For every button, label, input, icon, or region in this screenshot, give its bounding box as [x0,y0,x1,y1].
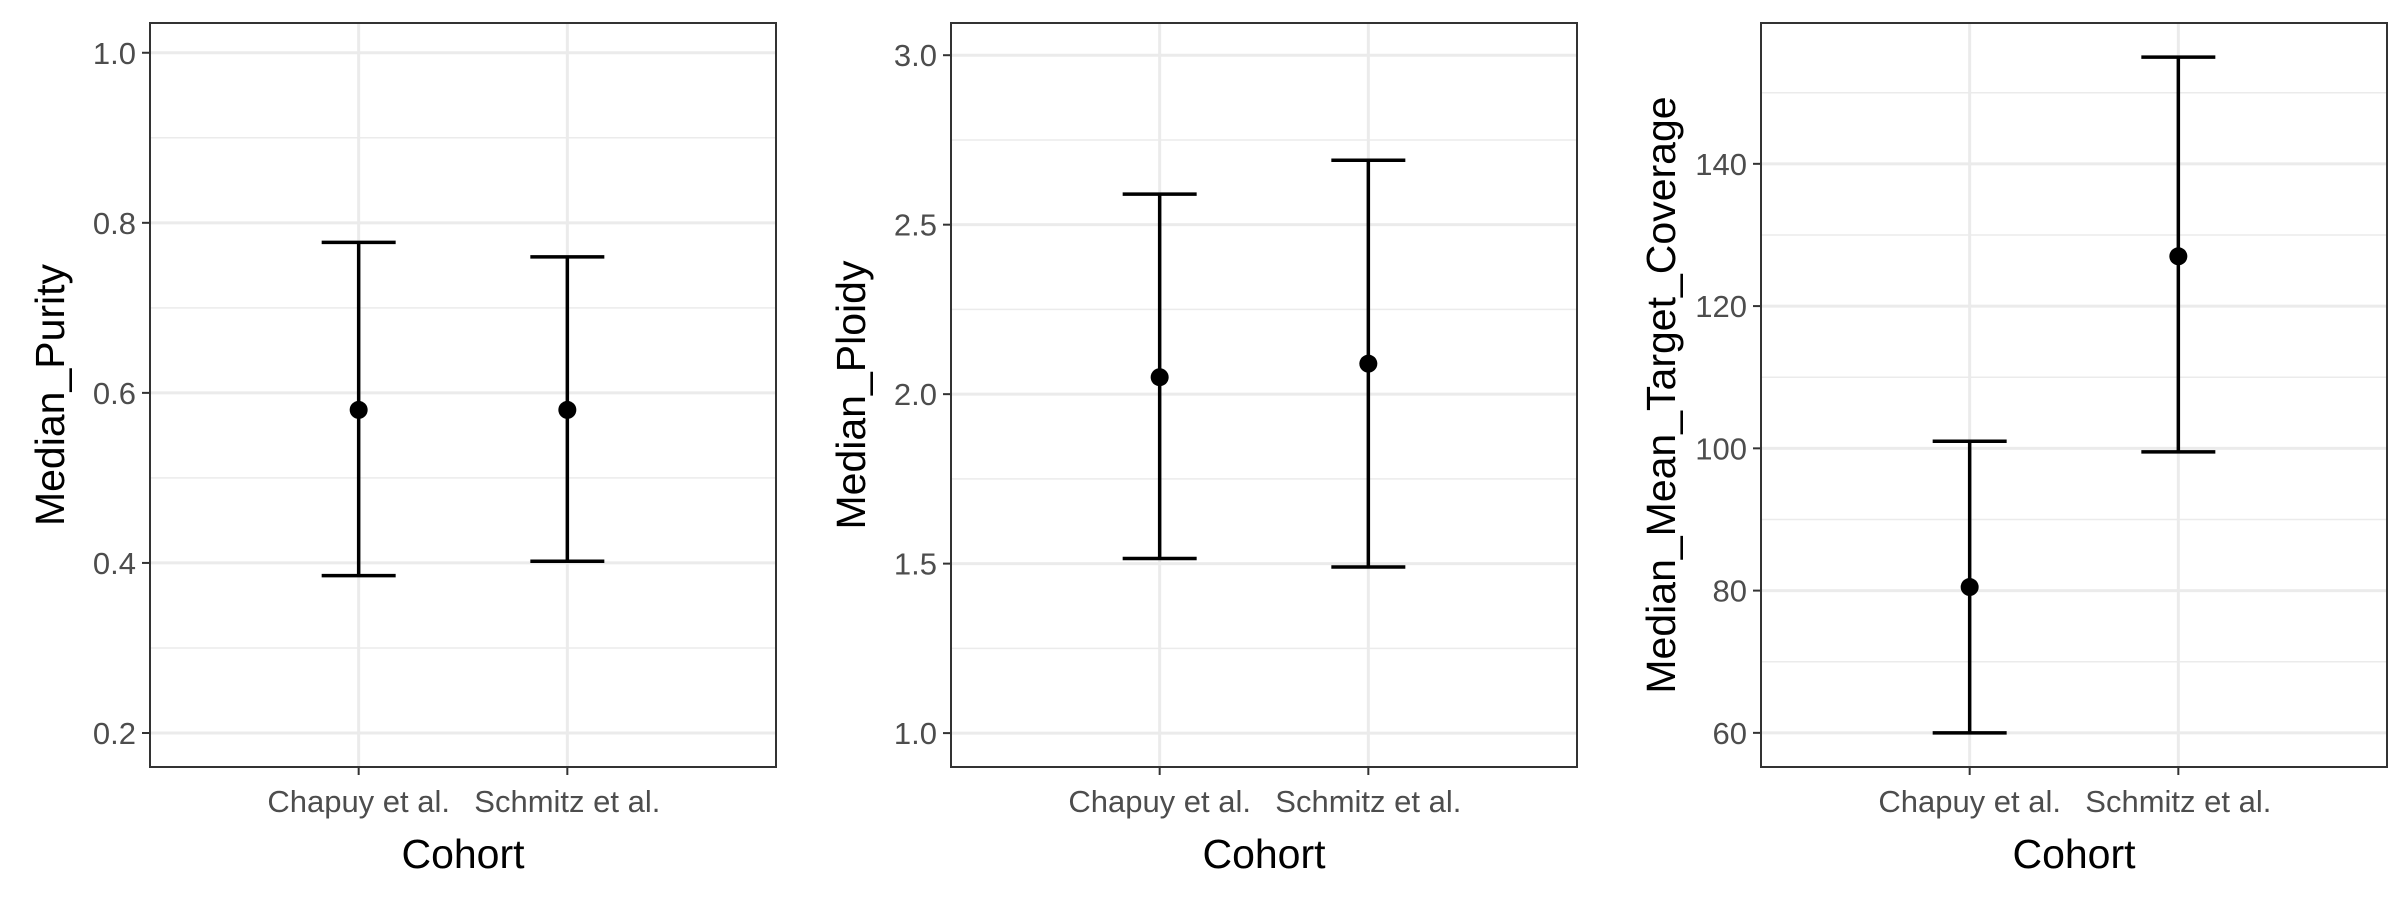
y-tick-label: 2.0 [894,377,937,412]
y-tick-label: 140 [1695,147,1747,182]
y-tick-label: 100 [1695,431,1747,466]
y-tick-label: 0.4 [93,546,136,581]
errorbar [1122,192,1197,561]
data-point [1359,354,1378,373]
errorbar [321,240,396,578]
data-point [1960,578,1979,597]
x-tick-label: Chapuy et al. [1068,784,1251,819]
panel-3: 60 80 100 120 140 Chapuy et al. Schmitz et al.… [1638,22,2388,877]
panel-border [1760,22,2388,768]
errorbar [1331,158,1406,569]
x-axis-title: Cohort [401,831,525,877]
errorbar [2141,55,2216,454]
data-point [349,400,368,419]
y-axis-title: Median_Ploidy [828,260,874,529]
panel-2: 1.0 1.5 2.0 2.5 3.0 Chapuy et al. Schmitz et a… [828,22,1578,877]
data-point [2169,247,2188,266]
x-tick-label: Schmitz et al. [474,784,660,819]
x-axis-title: Cohort [1202,831,1326,877]
x-tick-label: Chapuy et al. [267,784,450,819]
y-axis-title: Median_Mean_Target_Coverage [1638,96,1684,693]
y-tick-label: 0.8 [93,206,136,241]
y-tick-label: 3.0 [894,38,937,73]
panel-border [149,22,777,768]
data-point [1150,368,1169,387]
y-tick-label: 2.5 [894,208,937,243]
y-tick-label: 120 [1695,289,1747,324]
y-tick-label: 80 [1713,574,1747,609]
errorbar [530,255,605,563]
x-tick-label: Schmitz et al. [1275,784,1461,819]
y-tick-label: 1.0 [93,36,136,71]
x-axis-title: Cohort [2012,831,2136,877]
y-tick-label: 1.0 [894,716,937,751]
errorbar [1932,439,2007,735]
y-tick-label: 1.5 [894,547,937,582]
y-axis-title: Median_Purity [27,263,73,526]
data-point [558,400,577,419]
x-tick-label: Chapuy et al. [1878,784,2061,819]
y-tick-label: 0.6 [93,376,136,411]
y-tick-label: 0.2 [93,716,136,751]
y-tick-label: 60 [1713,716,1747,751]
x-tick-label: Schmitz et al. [2085,784,2271,819]
panel-1: 0.2 0.4 0.6 0.8 1.0 Chapuy et al. Schmitz et a… [27,22,777,877]
